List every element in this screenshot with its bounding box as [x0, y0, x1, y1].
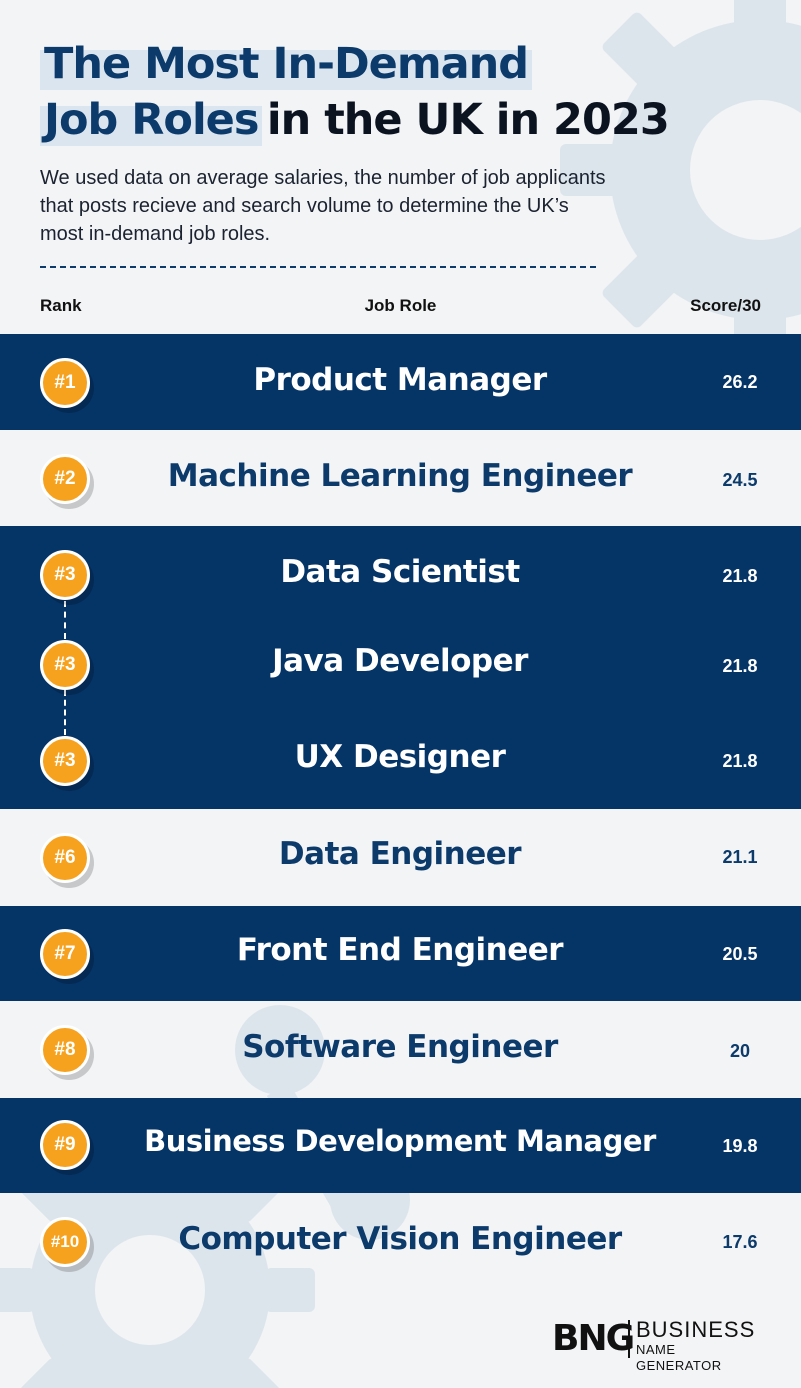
score: 21.8	[722, 656, 758, 676]
tie-connector	[64, 690, 66, 735]
table-row: #3 UX Designer 21.8	[0, 712, 801, 808]
score: 21.8	[722, 566, 758, 586]
table-row: #9 Business Development Manager 19.8	[0, 1098, 801, 1194]
intro-text: We used data on average salaries, the nu…	[40, 167, 606, 245]
score: 19.8	[722, 1136, 758, 1156]
table-row: #3 Data Scientist 21.8	[0, 526, 801, 622]
rank-badge: #1	[40, 358, 90, 408]
job-role: Product Manager	[253, 362, 547, 398]
row-band	[0, 334, 801, 430]
table-row: #10 Computer Vision Engineer 17.6	[0, 1193, 801, 1289]
job-role: Machine Learning Engineer	[167, 458, 633, 494]
job-role: Data Engineer	[278, 836, 522, 872]
job-role: Front End Engineer	[236, 932, 564, 968]
rank-badge: #7	[40, 929, 90, 979]
job-role: Java Developer	[272, 643, 528, 679]
table-row: #3 Java Developer 21.8	[0, 614, 801, 710]
table-row: #2 Machine Learning Engineer 24.5	[0, 430, 801, 526]
logo-mark: BNG	[552, 1318, 635, 1359]
page-title: The Most In-Demand Job Roles in the UK i…	[40, 36, 760, 148]
rank-badge: #2	[40, 454, 90, 504]
table-row: #1 Product Manager 26.2	[0, 334, 801, 430]
column-header-role: Job Role	[364, 296, 437, 315]
row-band-tied	[0, 526, 801, 809]
job-role: Business Development Manager	[144, 1124, 656, 1158]
score: 21.8	[722, 751, 758, 771]
dashed-divider	[40, 266, 596, 268]
rank-badge: #3	[40, 640, 90, 690]
job-role: UX Designer	[294, 739, 506, 775]
logo-line-2: NAME GENERATOR	[636, 1342, 722, 1373]
logo-divider	[628, 1320, 630, 1358]
table-row: #8 Software Engineer 20	[0, 1001, 801, 1097]
table-row: #6 Data Engineer 21.1	[0, 809, 801, 905]
score: 26.2	[722, 372, 758, 392]
job-role: Data Scientist	[280, 554, 520, 590]
score: 24.5	[722, 470, 758, 490]
job-role: Computer Vision Engineer	[178, 1221, 622, 1257]
logo-line-1: BUSINESS	[636, 1317, 756, 1342]
rank-badge: #9	[40, 1120, 90, 1170]
column-header-score: Score/30	[690, 296, 761, 315]
rank-badge: #10	[40, 1217, 90, 1267]
rank-badge: #8	[40, 1025, 90, 1075]
rank-badge: #6	[40, 833, 90, 883]
tie-connector	[64, 601, 66, 639]
score: 17.6	[722, 1232, 758, 1252]
title-line-2-plain: in the UK in 2023	[266, 95, 670, 145]
score: 21.1	[722, 847, 758, 867]
job-role: Software Engineer	[242, 1029, 558, 1065]
rank-badge: #3	[40, 550, 90, 600]
row-band	[0, 1098, 801, 1193]
score: 20	[729, 1041, 751, 1061]
score: 20.5	[722, 944, 758, 964]
table-row: #7 Front End Engineer 20.5	[0, 906, 801, 1002]
column-header-rank: Rank	[40, 296, 82, 315]
title-line-1: The Most In-Demand	[40, 36, 533, 92]
brand-logo: BNG BUSINESS NAME GENERATOR	[552, 1317, 764, 1374]
row-band	[0, 906, 801, 1001]
rank-badge: #3	[40, 736, 90, 786]
title-line-2-highlight: Job Roles	[40, 92, 263, 148]
